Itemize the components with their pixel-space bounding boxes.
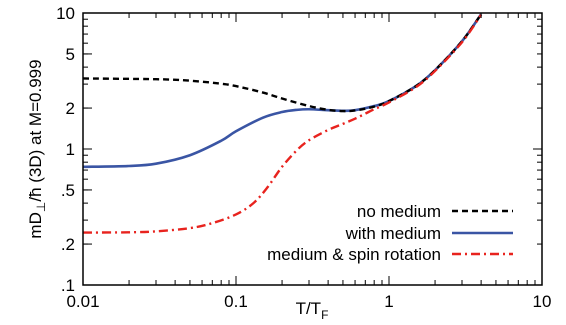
y-tick-label: .5 [61, 181, 75, 200]
x-tick-label: 0.1 [224, 292, 248, 311]
legend-label: with medium [345, 224, 441, 243]
y-tick-label: 5 [66, 45, 75, 64]
legend: no medium with medium medium & spin rotati… [267, 202, 513, 264]
series-line-1 [83, 13, 483, 169]
series-line-2 [83, 14, 483, 234]
x-tick-label: 0.01 [66, 292, 99, 311]
y-tick-label: 10 [56, 4, 75, 23]
y-tick-label: 2 [66, 99, 75, 118]
ticks [82, 12, 543, 286]
x-tick-label: 1 [384, 292, 393, 311]
y-axis-title: mD⊥/ħ (3D) at M=0.999 [26, 59, 48, 238]
legend-label: no medium [357, 202, 441, 221]
y-tick-label: 1 [66, 140, 75, 159]
y-tick-label: .1 [61, 276, 75, 295]
tick-labels: 0.01 0.1 1 10 .1 .2 .5 1 2 5 10 [56, 4, 551, 311]
x-axis-title: T/TF [296, 299, 329, 322]
series-line-0 [83, 13, 483, 113]
series-lines [83, 13, 483, 234]
y-tick-label: .2 [61, 235, 75, 254]
x-tick-label: 10 [533, 292, 552, 311]
legend-label: medium & spin rotation [267, 245, 441, 264]
